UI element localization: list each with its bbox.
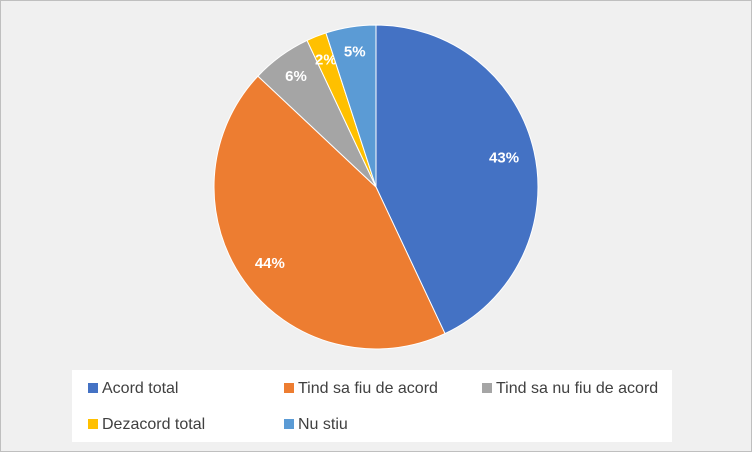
legend-label: Tind sa nu fiu de acord <box>496 380 658 397</box>
legend-label: Nu stiu <box>298 416 348 433</box>
pie-slice <box>325 24 377 188</box>
legend-label: Tind sa fiu de acord <box>298 380 438 397</box>
pie-slice <box>375 24 539 335</box>
legend-marker <box>88 383 98 393</box>
legend-label: Dezacord total <box>102 416 205 433</box>
pie-slice <box>213 75 446 350</box>
data-label: 43% <box>489 149 519 166</box>
legend-marker <box>482 383 492 393</box>
data-label: 44% <box>255 255 285 272</box>
data-label: 6% <box>285 68 307 85</box>
legend-marker <box>88 419 98 429</box>
legend-marker <box>284 419 294 429</box>
data-label: 2% <box>315 51 337 68</box>
legend-label: Acord total <box>102 380 178 397</box>
legend-marker <box>284 383 294 393</box>
data-label: 5% <box>344 44 366 61</box>
legend-box <box>72 370 672 442</box>
